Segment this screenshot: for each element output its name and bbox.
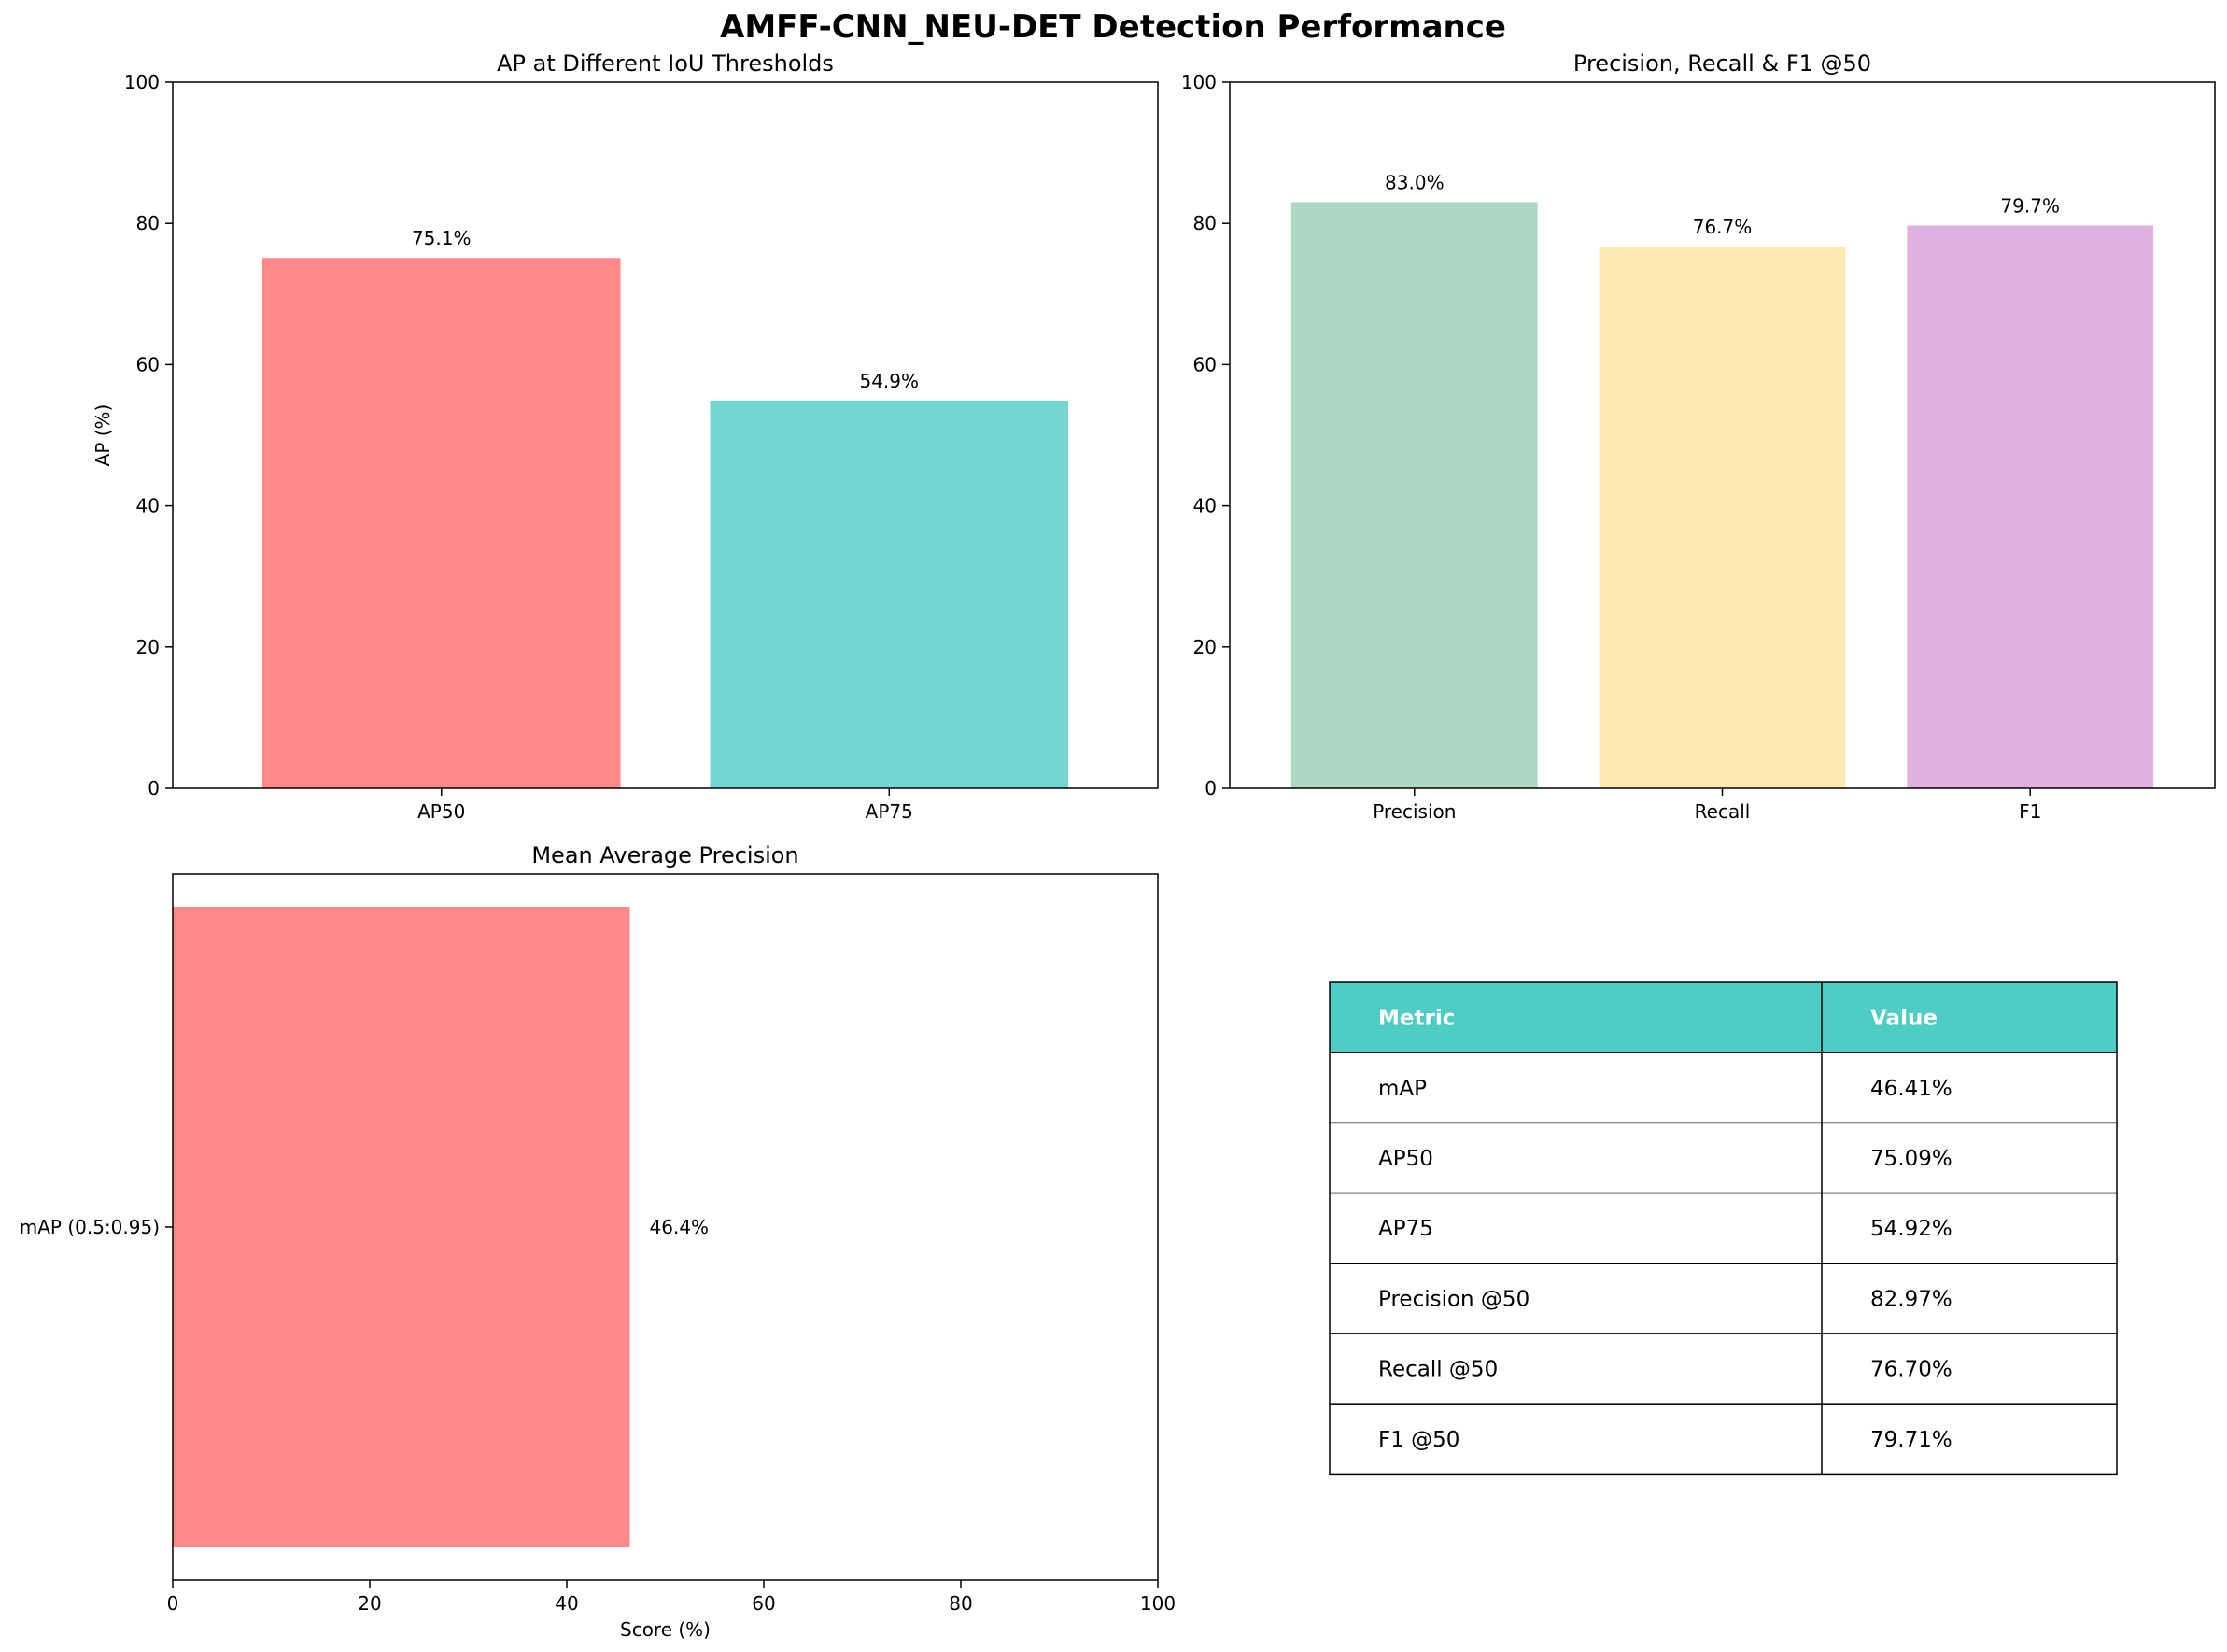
plot-frame	[172, 873, 1159, 1581]
ap-iou-chart: 75.1% AP50 54.9% AP75 0 20 40 60 80 100 AP at Diff…	[92, 50, 1159, 823]
bar-f1	[1907, 225, 2154, 788]
x-tick-label: 20	[358, 1592, 381, 1615]
bar-map	[173, 907, 630, 1547]
bar-value-label: 79.7%	[2000, 194, 2060, 217]
x-tick-label: Precision	[1373, 800, 1456, 823]
table-cell-value: 75.09%	[1870, 1147, 1952, 1171]
table-header-cell: Value	[1870, 1007, 1938, 1031]
table-row	[1329, 1052, 2118, 1124]
table-cell-value: 54.92%	[1870, 1217, 1952, 1241]
bar-ap50	[261, 258, 621, 788]
precision-recall-f1-chart: 83.0% Precision 76.7% Recall 79.7% F1 0 20 40 60 8…	[1181, 50, 2216, 823]
y-tick-label: 0	[1205, 777, 1217, 799]
x-tick-label: 100	[1140, 1592, 1176, 1615]
table-cell-metric: mAP	[1378, 1077, 1427, 1101]
table-cell-metric: AP75	[1378, 1217, 1433, 1241]
x-tick-label: F1	[2019, 800, 2041, 823]
y-tick-label: 0	[148, 777, 160, 799]
table-cell-metric: AP50	[1378, 1147, 1433, 1171]
y-tick-label: 60	[1193, 353, 1217, 375]
x-tick-label: 40	[555, 1592, 578, 1615]
x-tick-label: AP75	[866, 800, 913, 823]
y-tick-label: 20	[1193, 636, 1217, 658]
figure-title: AMFF-CNN_NEU-DET Detection Performance	[720, 8, 1506, 46]
y-tick-label: 100	[124, 71, 160, 93]
table-cell-value: 76.70%	[1870, 1358, 1952, 1382]
y-tick-label: mAP (0.5:0.95)	[20, 1216, 160, 1238]
table-header-cell: Metric	[1378, 1007, 1455, 1031]
y-tick-label: 20	[136, 636, 160, 658]
y-tick-label: 80	[136, 212, 160, 234]
table-row	[1329, 1192, 2118, 1264]
table-row	[1329, 1122, 2118, 1194]
table-cell-value: 79.71%	[1870, 1428, 1952, 1452]
x-tick-label: Recall	[1695, 800, 1751, 823]
bar-precision	[1290, 202, 1538, 788]
table-header-row	[1329, 981, 2118, 1053]
plot-frame	[172, 81, 1159, 789]
x-tick-label: 80	[949, 1592, 972, 1615]
bar-value-label: 83.0%	[1385, 172, 1445, 194]
bar-value-label: 75.1%	[412, 227, 472, 249]
table-cell-metric: Recall @50	[1378, 1358, 1498, 1382]
y-tick-label: 40	[1193, 495, 1217, 517]
chart-title: Precision, Recall & F1 @50	[1573, 50, 1871, 77]
plot-frame	[1229, 81, 2216, 789]
map-chart: 46.4% mAP (0.5:0.95) 0 20 40 60 80 100 Mean Aver…	[20, 842, 1176, 1641]
bar-value-label: 46.4%	[650, 1216, 710, 1238]
bar-recall	[1599, 247, 1846, 788]
table-cell-value: 46.41%	[1870, 1077, 1952, 1101]
table-cell-value: 82.97%	[1870, 1287, 1952, 1311]
bar-value-label: 76.7%	[1693, 216, 1753, 238]
y-tick-label: 40	[136, 495, 160, 517]
y-axis-label: AP (%)	[92, 404, 114, 467]
x-tick-label: 60	[752, 1592, 775, 1615]
bar-ap75	[710, 400, 1069, 788]
y-tick-label: 80	[1193, 212, 1217, 234]
y-tick-label: 100	[1181, 71, 1217, 93]
table-row	[1329, 1403, 2118, 1476]
x-axis-label: Score (%)	[620, 1618, 711, 1641]
x-tick-label: 0	[167, 1592, 179, 1615]
table-row	[1329, 1333, 2118, 1405]
metrics-table: Metric Value mAP 46.41% AP50 75.09% AP75 54.92%…	[1329, 981, 2118, 1476]
chart-title: AP at Different IoU Thresholds	[497, 50, 834, 77]
bar-value-label: 54.9%	[859, 370, 919, 392]
chart-title: Mean Average Precision	[531, 842, 798, 868]
table-cell-metric: F1 @50	[1378, 1428, 1459, 1452]
table-cell-metric: Precision @50	[1378, 1287, 1529, 1311]
y-tick-label: 60	[136, 353, 160, 375]
x-tick-label: AP50	[417, 800, 465, 823]
